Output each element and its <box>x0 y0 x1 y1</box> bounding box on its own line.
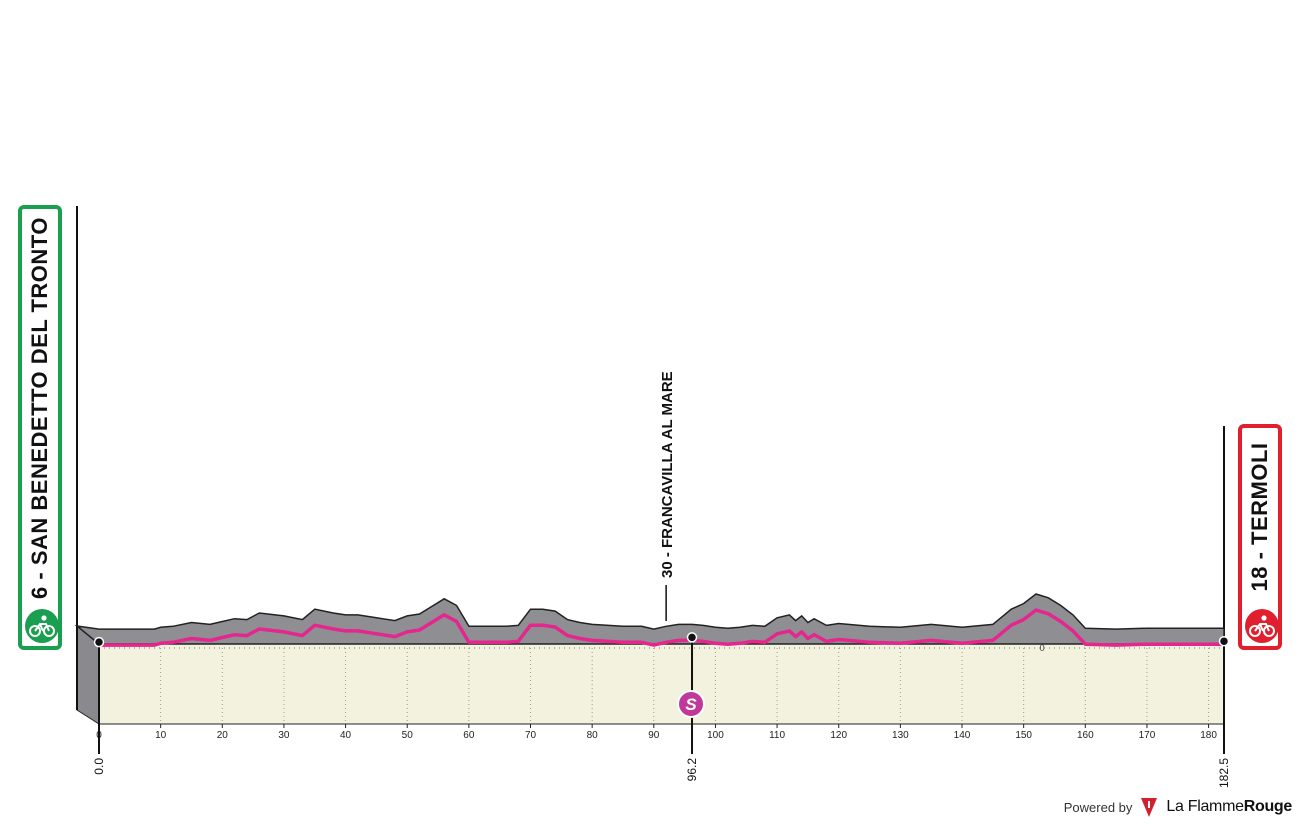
finish-label: 18 - TERMOLI <box>1247 442 1272 592</box>
ground-layer <box>76 206 1225 725</box>
powered-by-footer: Powered by La FlammeRouge <box>1064 795 1292 819</box>
x-tick-label: 80 <box>587 730 599 741</box>
x-tick-label: 90 <box>648 730 660 741</box>
brand-light: La Flamme <box>1166 798 1244 815</box>
checkpoint-dot <box>686 632 698 643</box>
x-tick-label: 40 <box>340 730 352 741</box>
zero-elevation-label: 0 <box>1040 643 1045 653</box>
sprint-badge-icon <box>677 690 706 718</box>
x-axis: 0102030405060708090100110120130140150160… <box>96 723 1224 741</box>
x-tick-label: 100 <box>707 730 724 741</box>
start-label: 6 - SAN BENEDETTO DEL TRONTO <box>27 216 52 599</box>
brand-name: La FlammeRouge <box>1166 798 1292 816</box>
start-flag: 6 - SAN BENEDETTO DEL TRONTO <box>18 205 62 650</box>
flame-logo-icon <box>1141 798 1158 817</box>
ground-area <box>99 644 1224 724</box>
checkpoint-dot <box>93 636 105 648</box>
finish-flag: 18 - TERMOLI <box>1238 424 1282 650</box>
x-tick-label: 20 <box>217 730 229 741</box>
checkpoint-dot <box>1218 635 1230 647</box>
checkpoints: 0.0 96.2 S 182.5 <box>92 632 1231 788</box>
relief-area <box>74 593 1225 645</box>
x-tick-label: 150 <box>1015 730 1032 741</box>
relief-layer <box>74 593 1225 645</box>
x-tick-label: 170 <box>1139 730 1156 741</box>
x-tick-label: 50 <box>402 730 414 741</box>
sprint-badge-symbol: S <box>685 695 697 714</box>
x-tick-label: 140 <box>954 730 971 741</box>
x-tick-label: 130 <box>892 730 909 741</box>
route-line <box>99 608 1224 647</box>
powered-by-text: Powered by <box>1063 799 1133 815</box>
x-tick-label: 30 <box>278 730 290 741</box>
km-gridlines: 0 <box>98 643 1224 724</box>
x-tick-label: 180 <box>1200 730 1217 741</box>
checkpoint-km-label: 0.0 <box>92 758 106 775</box>
x-tick-label: 70 <box>525 730 537 741</box>
place-label: 30 - FRANCAVILLA AL MARE <box>659 371 676 578</box>
annotations: 30 - FRANCAVILLA AL MARE <box>659 371 676 621</box>
x-tick-label: 110 <box>769 730 785 741</box>
x-tick-label: 120 <box>830 730 847 741</box>
checkpoint-km-label: 96.2 <box>685 758 699 782</box>
cyclist-icon <box>1245 609 1279 643</box>
checkpoint-km-label: 182.5 <box>1217 758 1231 788</box>
x-tick-label: 160 <box>1077 730 1094 741</box>
x-tick-label: 60 <box>463 730 475 741</box>
route-layer <box>99 608 1224 647</box>
cyclist-icon <box>25 609 59 643</box>
brand-bold: Rouge <box>1243 798 1293 815</box>
x-tick-label: 10 <box>155 730 167 741</box>
